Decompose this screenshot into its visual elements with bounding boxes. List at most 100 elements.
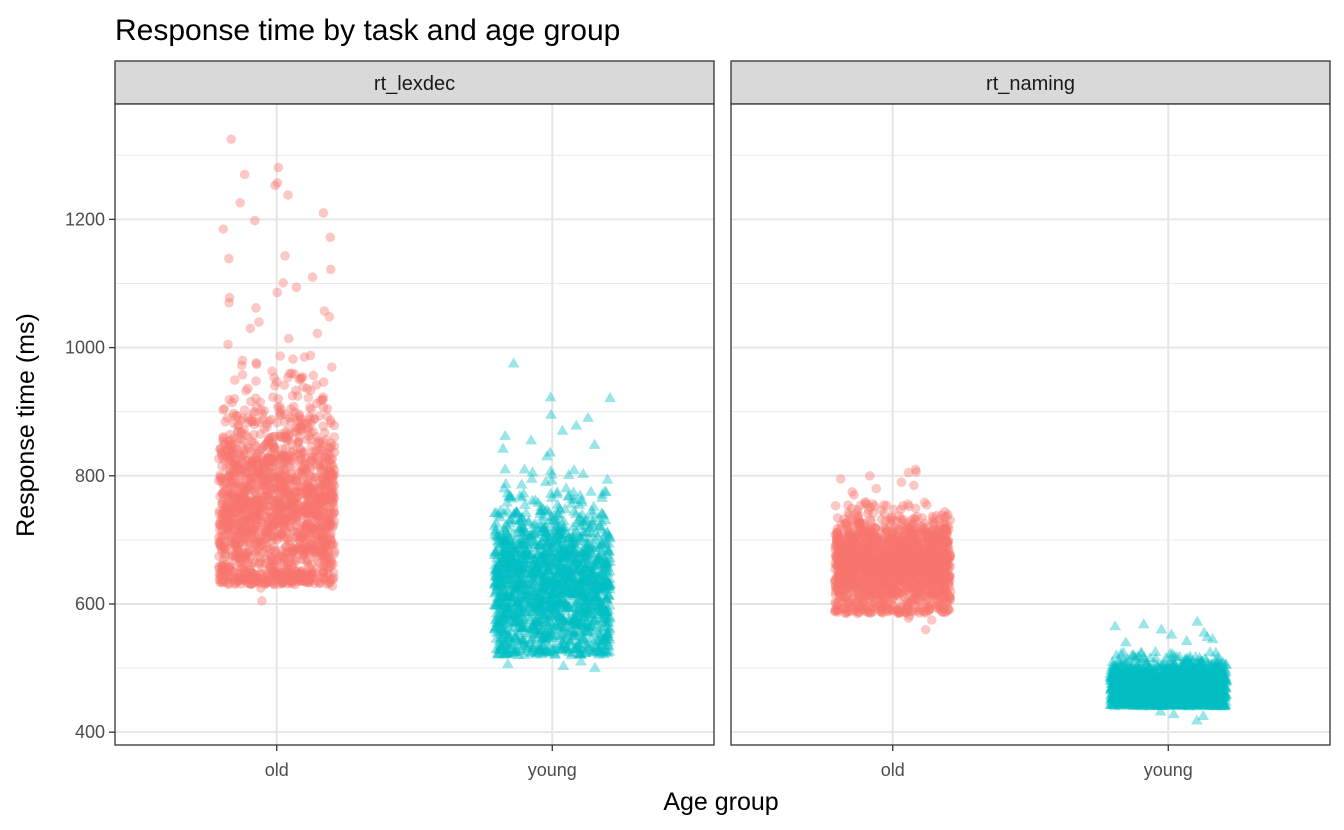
data-point bbox=[226, 511, 237, 522]
data-point bbox=[305, 529, 316, 539]
data-point bbox=[286, 474, 296, 485]
data-point bbox=[329, 447, 340, 458]
data-point bbox=[267, 496, 277, 506]
data-point bbox=[283, 532, 293, 543]
data-point bbox=[320, 501, 331, 512]
data-point bbox=[223, 567, 233, 577]
data-point bbox=[291, 531, 302, 542]
data-point bbox=[248, 478, 258, 489]
data-point bbox=[222, 523, 233, 534]
data-point bbox=[277, 433, 288, 443]
data-point bbox=[237, 508, 247, 519]
data-point bbox=[226, 490, 237, 500]
data-point bbox=[241, 385, 251, 396]
data-point bbox=[274, 401, 285, 412]
data-point bbox=[241, 547, 251, 558]
data-point bbox=[304, 539, 315, 550]
data-point bbox=[246, 461, 257, 472]
data-point bbox=[286, 416, 296, 427]
data-point bbox=[313, 494, 324, 505]
data-point bbox=[237, 516, 248, 527]
data-point bbox=[264, 508, 274, 518]
data-point bbox=[229, 418, 239, 429]
data-point bbox=[267, 495, 277, 506]
data-point bbox=[245, 567, 255, 578]
data-point bbox=[319, 535, 330, 545]
data-point bbox=[266, 455, 277, 466]
data-point bbox=[323, 521, 333, 532]
data-point bbox=[315, 578, 325, 588]
data-point bbox=[319, 427, 330, 438]
data-point bbox=[224, 563, 234, 574]
data-point bbox=[287, 551, 297, 562]
data-point bbox=[230, 540, 241, 551]
data-point bbox=[222, 514, 233, 525]
data-point bbox=[225, 479, 236, 490]
data-point bbox=[275, 407, 285, 418]
data-point bbox=[296, 531, 307, 542]
data-point bbox=[242, 513, 253, 523]
data-point bbox=[254, 557, 265, 568]
data-point bbox=[224, 526, 235, 537]
data-point bbox=[273, 505, 284, 516]
data-point bbox=[283, 568, 293, 578]
data-point bbox=[299, 457, 310, 467]
data-point bbox=[220, 416, 231, 427]
data-point bbox=[322, 475, 332, 486]
data-point bbox=[242, 441, 253, 451]
data-point bbox=[239, 549, 250, 559]
data-point bbox=[297, 532, 307, 543]
data-point bbox=[253, 467, 264, 478]
data-point bbox=[318, 543, 329, 554]
data-point bbox=[304, 532, 315, 542]
data-point bbox=[222, 523, 233, 534]
data-point bbox=[281, 567, 292, 578]
data-point bbox=[328, 559, 338, 569]
data-point bbox=[307, 506, 318, 516]
data-point bbox=[317, 517, 328, 528]
data-point bbox=[272, 569, 283, 580]
data-point bbox=[830, 500, 841, 511]
data-point bbox=[301, 486, 312, 496]
data-point bbox=[269, 579, 279, 590]
data-point bbox=[328, 498, 339, 509]
data-point bbox=[221, 504, 232, 515]
data-point bbox=[261, 575, 271, 586]
data-point bbox=[258, 414, 268, 425]
data-point bbox=[316, 465, 327, 476]
data-point bbox=[296, 373, 307, 383]
point-group-old bbox=[213, 134, 340, 606]
data-point bbox=[300, 577, 311, 587]
data-point bbox=[312, 512, 323, 523]
data-point bbox=[288, 497, 299, 508]
data-point bbox=[302, 523, 312, 534]
data-point bbox=[329, 432, 340, 442]
data-point bbox=[216, 560, 227, 570]
data-point bbox=[229, 375, 240, 385]
data-point bbox=[274, 507, 284, 517]
data-point bbox=[305, 568, 316, 579]
data-point bbox=[297, 530, 308, 540]
y-axis-title: Response time (ms) bbox=[12, 313, 40, 537]
data-point bbox=[312, 576, 323, 586]
data-point bbox=[216, 447, 227, 458]
data-point bbox=[237, 457, 248, 468]
data-point bbox=[222, 413, 233, 423]
data-point bbox=[289, 401, 299, 412]
data-point bbox=[256, 526, 267, 536]
data-point bbox=[268, 531, 279, 542]
data-point bbox=[291, 476, 301, 487]
data-point bbox=[292, 486, 303, 496]
data-point bbox=[280, 484, 291, 494]
data-point bbox=[320, 560, 331, 571]
data-point bbox=[227, 552, 238, 562]
data-point bbox=[239, 500, 249, 511]
data-point bbox=[289, 445, 299, 456]
data-point bbox=[224, 253, 234, 264]
data-point bbox=[318, 561, 329, 572]
data-point bbox=[288, 508, 299, 519]
data-point bbox=[299, 546, 309, 557]
data-point bbox=[260, 579, 271, 589]
data-point bbox=[286, 404, 296, 414]
